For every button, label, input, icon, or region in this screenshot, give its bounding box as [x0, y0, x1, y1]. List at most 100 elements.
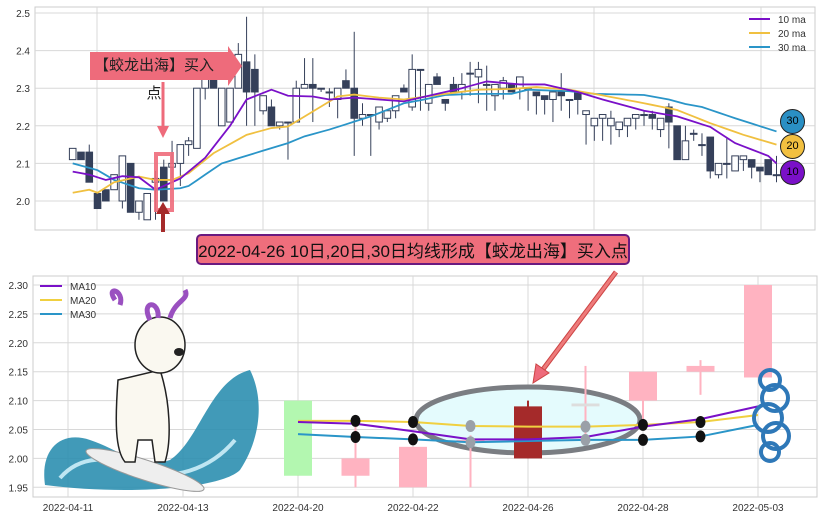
- signal-banner: 2022-04-26 10日,20日,30日均线形成【蛟龙出海】买入点: [196, 234, 630, 265]
- top-candle: [516, 76, 524, 89]
- top-y-tick-label: 2.5: [16, 9, 30, 20]
- top-candle: [747, 159, 756, 168]
- top-candle: [226, 87, 234, 123]
- dragon-coil: [752, 402, 784, 434]
- bottom-y-tick-label: 2.30: [9, 281, 29, 292]
- ma-marker-dot: [408, 433, 418, 446]
- top-y-tick-label: 2.1: [16, 159, 30, 170]
- bottom-candle: [284, 400, 312, 476]
- pointer-arrow-shaft: [539, 271, 618, 373]
- top-candle: [698, 144, 706, 147]
- dog-body: [115, 369, 170, 463]
- top-candle: [673, 125, 681, 161]
- top-candle: [93, 192, 102, 210]
- ma-marker-dot: [350, 431, 361, 444]
- top-candle: [126, 162, 135, 213]
- bottom-x-tick-label: 2022-05-03: [732, 503, 784, 514]
- top-candle: [408, 68, 416, 108]
- bottom-x-tick-label: 2022-04-13: [157, 503, 209, 514]
- bottom-candle: [341, 458, 370, 476]
- top-candle: [772, 174, 781, 177]
- dragon-horns: [109, 288, 189, 322]
- pointer-arrowhead-icon: [532, 363, 550, 385]
- top-candle: [590, 117, 599, 127]
- right-arrow-icon: [218, 46, 242, 86]
- top-candle: [582, 110, 590, 116]
- ma-marker-dot: [695, 430, 706, 443]
- top-candle: [466, 72, 474, 75]
- top-legend-label: 20 ma: [778, 29, 806, 40]
- bottom-candle: [744, 285, 772, 378]
- top-candle: [317, 87, 325, 90]
- top-candle: [350, 87, 359, 119]
- top-candle: [267, 106, 276, 127]
- bottom-ma10-line: [297, 405, 759, 441]
- bottom-candle: [571, 403, 600, 407]
- ma-marker-dot: [580, 433, 591, 446]
- top-ma30-line: [72, 88, 777, 191]
- top-candle: [441, 98, 450, 104]
- dragon-coil: [760, 383, 790, 413]
- bottom-candle: [399, 446, 427, 488]
- bottom-ma20-line: [298, 414, 759, 428]
- top-candle: [681, 140, 690, 161]
- top-candle: [259, 95, 267, 112]
- bottom-y-tick-label: 2.20: [9, 339, 29, 350]
- bottom-candle: [686, 365, 715, 372]
- bottom-y-tick-label: 2.25: [9, 310, 29, 321]
- up-arrow-icon: [156, 202, 170, 214]
- dragon-coil: [761, 421, 791, 451]
- top-candle: [292, 87, 301, 123]
- top-candle: [723, 162, 731, 165]
- top-annotation: 【蛟龙出海】买入点: [90, 52, 218, 102]
- top-candle: [565, 98, 574, 101]
- top-y-tick-label: 2.0: [16, 197, 30, 208]
- bottom-x-tick-label: 2022-04-28: [617, 503, 669, 514]
- top-legend-label: 30 ma: [778, 43, 806, 54]
- top-candle: [433, 76, 441, 85]
- top-candle: [615, 121, 623, 131]
- ma-marker-dot: [408, 415, 418, 428]
- top-candle: [532, 91, 541, 97]
- bottom-legend-label: MA20: [70, 296, 97, 307]
- top-candle: [383, 110, 392, 119]
- down-arrow-icon: [157, 126, 169, 138]
- bottom-candle: [629, 371, 657, 401]
- top-legend-label: 10 ma: [778, 15, 806, 26]
- top-candle: [184, 140, 193, 146]
- bottom-x-tick-label: 2022-04-26: [502, 503, 554, 514]
- top-candle: [193, 87, 201, 149]
- dog-head: [134, 316, 186, 374]
- bottom-y-tick-label: 2.15: [9, 368, 29, 379]
- dog-nose: [174, 348, 184, 356]
- bottom-y-tick-label: 2.00: [9, 454, 29, 465]
- top-candle: [731, 155, 739, 172]
- ma-marker-dot: [350, 414, 361, 427]
- top-candle: [342, 80, 350, 89]
- dog-surfing-illustration: [44, 288, 259, 492]
- top-candle: [416, 68, 425, 71]
- top-candle: [77, 151, 85, 161]
- top-candle: [275, 121, 284, 127]
- bottom-x-tick-label: 2022-04-20: [272, 503, 324, 514]
- top-candle: [300, 83, 309, 89]
- top-candle: [284, 121, 292, 124]
- badge-20: 20: [780, 134, 805, 159]
- top-candle: [242, 61, 251, 93]
- top-candle: [424, 83, 433, 104]
- top-candle: [689, 132, 698, 135]
- bottom-y-tick-label: 2.10: [9, 397, 29, 408]
- top-candle: [756, 166, 764, 172]
- ma-marker-dot: [580, 420, 591, 433]
- top-candle: [640, 114, 648, 117]
- surfboard-icon: [85, 448, 205, 492]
- top-candle: [540, 95, 549, 100]
- dragon-coil: [758, 368, 782, 392]
- top-candle: [706, 136, 715, 172]
- bottom-x-tick-label: 2022-04-22: [387, 503, 439, 514]
- top-candle: [714, 162, 723, 176]
- top-candle: [251, 68, 259, 93]
- top-candle: [391, 95, 400, 112]
- bottom-candle: [514, 406, 542, 459]
